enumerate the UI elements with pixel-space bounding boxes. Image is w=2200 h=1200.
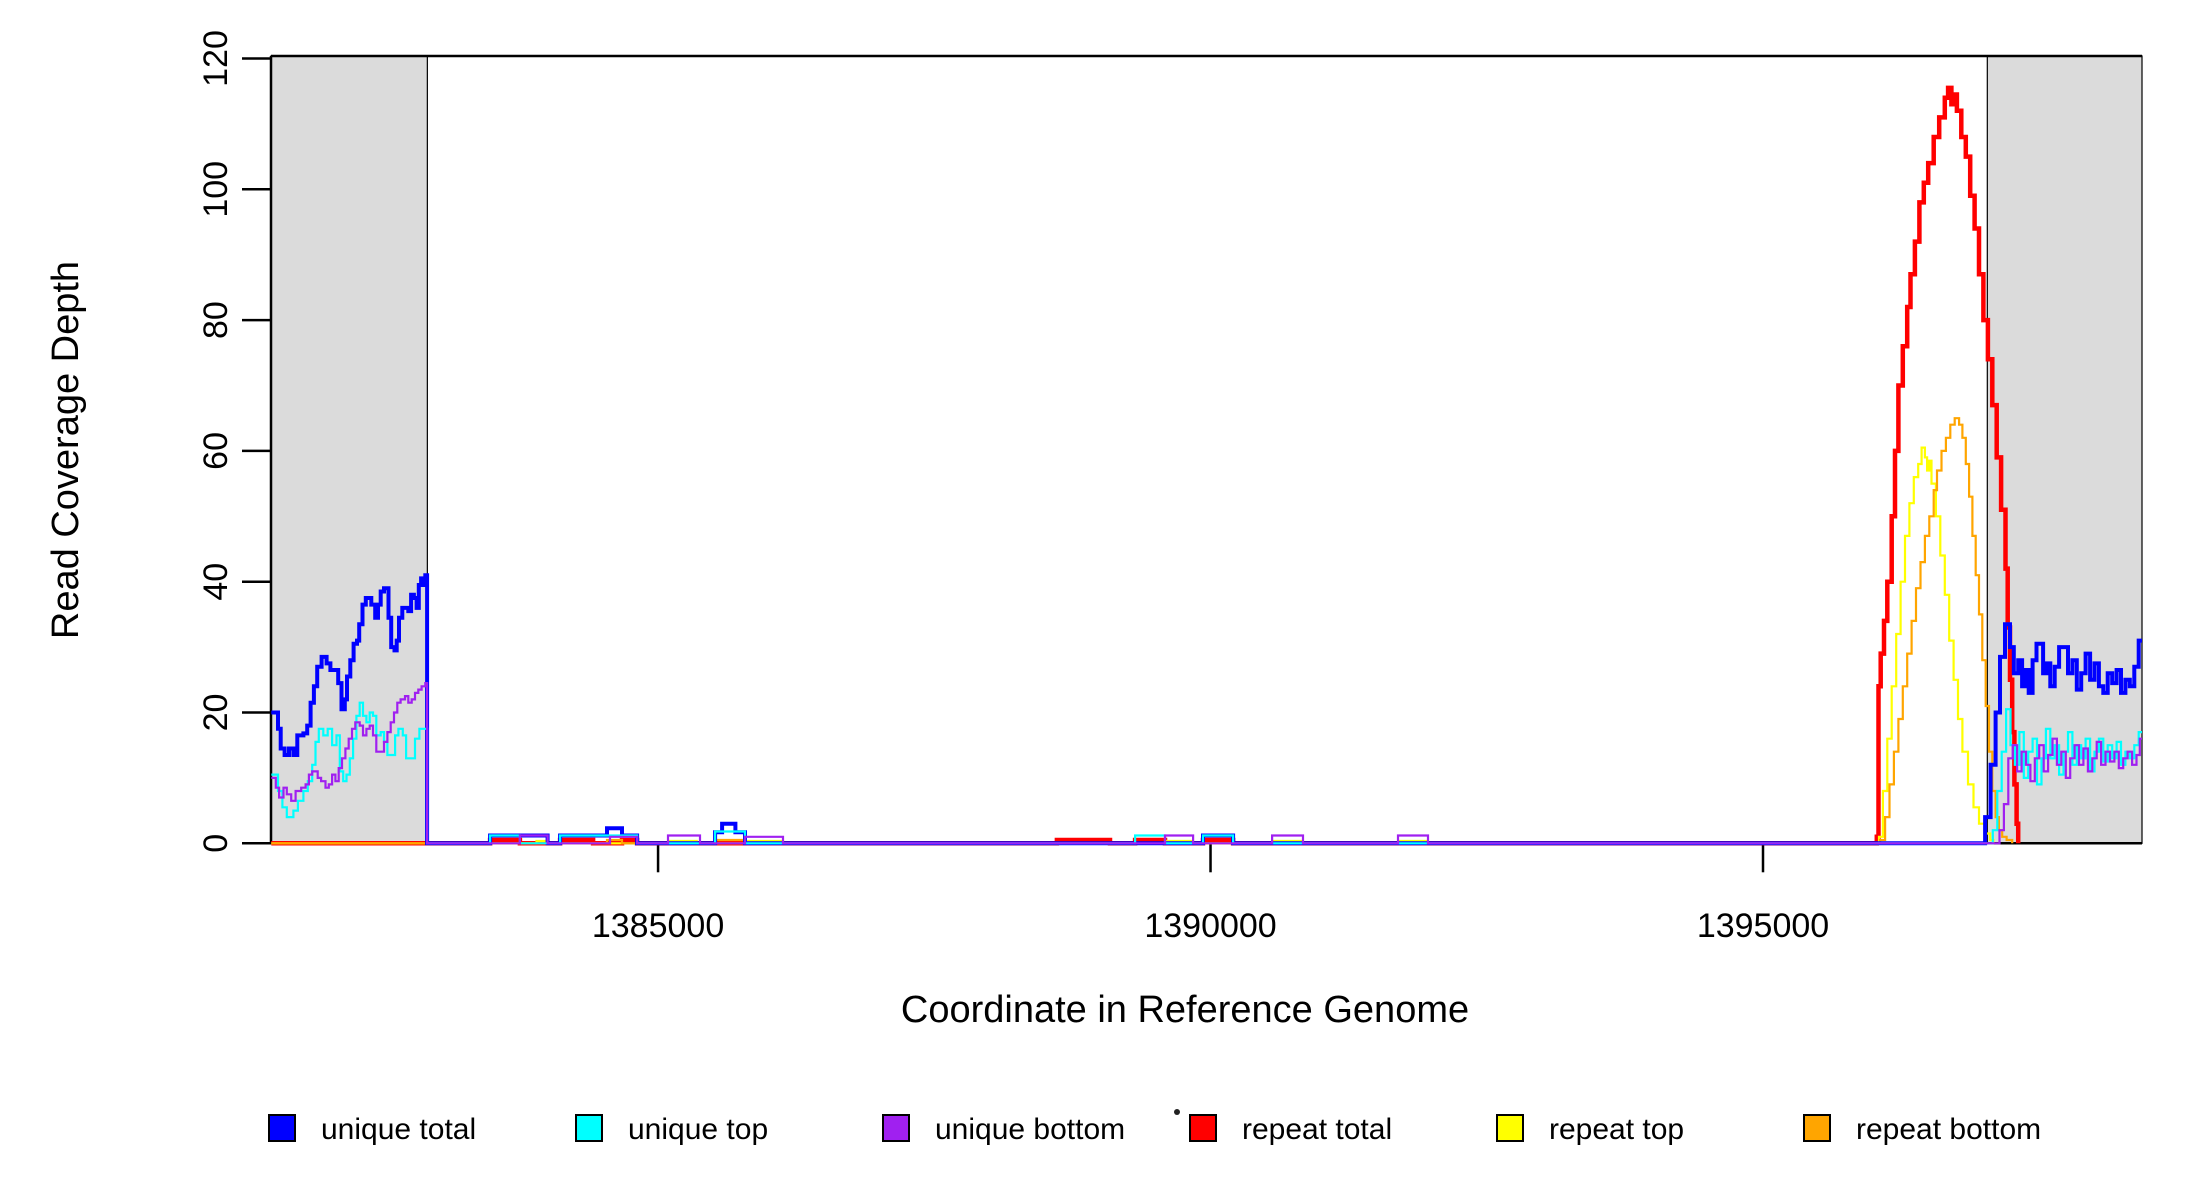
series-line-repeat-bottom — [271, 417, 2014, 845]
x-tick-label-1390000: 1390000 — [1144, 907, 1276, 945]
y-tick-label-40: 40 — [197, 563, 235, 601]
y-tick-label-80: 80 — [197, 301, 235, 339]
legend-swatch-repeat-total — [1189, 1114, 1217, 1142]
x-tick-label-1395000: 1395000 — [1697, 907, 1829, 945]
legend-item-repeat-total: repeat total — [1189, 1113, 1392, 1146]
legend-swatch-unique-bottom — [882, 1114, 910, 1142]
legend-swatch-unique-total — [268, 1114, 296, 1142]
x-axis-title: Coordinate in Reference Genome — [901, 989, 1469, 1031]
legend-item-unique-bottom: unique bottom — [882, 1113, 1125, 1146]
y-tick-label-20: 20 — [197, 694, 235, 732]
legend-item-unique-total: unique total — [268, 1113, 476, 1146]
legend-swatch-repeat-bottom — [1803, 1114, 1831, 1142]
y-tick-label-100: 100 — [197, 161, 235, 218]
legend-swatch-repeat-top — [1496, 1114, 1524, 1142]
y-tick-label-60: 60 — [197, 432, 235, 470]
stray-dot — [1174, 1109, 1180, 1115]
shaded-region-left-gray-block — [270, 55, 428, 844]
series-line-unique-top — [271, 701, 2142, 845]
legend-label-unique-top: unique top — [628, 1113, 768, 1146]
x-tick-label-1385000: 1385000 — [592, 907, 724, 945]
legend-label-repeat-bottom: repeat bottom — [1856, 1113, 2041, 1146]
legend-label-repeat-top: repeat top — [1549, 1113, 1684, 1146]
legend-label-unique-bottom: unique bottom — [935, 1113, 1125, 1146]
y-tick-label-120: 120 — [197, 30, 235, 87]
y-tick-label-0: 0 — [197, 834, 235, 853]
legend: unique total unique top unique bottom repea… — [268, 1113, 2041, 1146]
legend-label-repeat-total: repeat total — [1242, 1113, 1392, 1146]
series-group — [271, 85, 2142, 846]
legend-swatch-unique-top — [575, 1114, 603, 1142]
legend-item-repeat-top: repeat top — [1496, 1113, 1684, 1146]
y-axis-title: Read Coverage Depth — [45, 261, 87, 639]
legend-label-unique-total: unique total — [321, 1113, 476, 1146]
legend-item-repeat-bottom: repeat bottom — [1803, 1113, 2041, 1146]
series-line-unique-bottom — [271, 682, 2142, 845]
legend-item-unique-top: unique top — [575, 1113, 768, 1146]
